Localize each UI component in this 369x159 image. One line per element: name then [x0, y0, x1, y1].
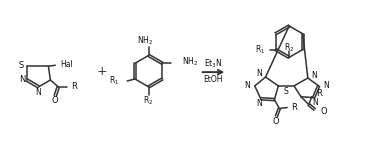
- Text: O: O: [272, 117, 279, 126]
- Text: N: N: [256, 99, 262, 108]
- Text: R: R: [71, 82, 77, 91]
- Text: N: N: [312, 71, 317, 80]
- Text: R: R: [315, 89, 321, 98]
- Text: R: R: [291, 103, 297, 112]
- Text: N: N: [19, 76, 25, 84]
- Text: S: S: [284, 87, 289, 96]
- Text: EtOH: EtOH: [204, 76, 223, 84]
- Text: N: N: [312, 98, 318, 107]
- Text: O: O: [52, 96, 59, 105]
- Text: NH$_2$: NH$_2$: [137, 35, 153, 47]
- Text: R$_2$: R$_2$: [144, 94, 154, 107]
- Text: N: N: [256, 69, 262, 78]
- Text: R$_1$: R$_1$: [109, 75, 119, 87]
- Text: R$_2$: R$_2$: [284, 41, 294, 54]
- Text: N: N: [324, 81, 329, 90]
- Text: +: +: [96, 65, 107, 78]
- Text: N: N: [244, 81, 250, 90]
- Text: S: S: [18, 61, 24, 70]
- Text: N: N: [36, 88, 41, 97]
- Text: R$_1$: R$_1$: [255, 43, 266, 56]
- Text: O: O: [321, 107, 327, 116]
- Text: NH$_2$: NH$_2$: [182, 55, 198, 68]
- Text: Hal: Hal: [60, 60, 73, 69]
- Text: Et$_3$N: Et$_3$N: [204, 57, 223, 69]
